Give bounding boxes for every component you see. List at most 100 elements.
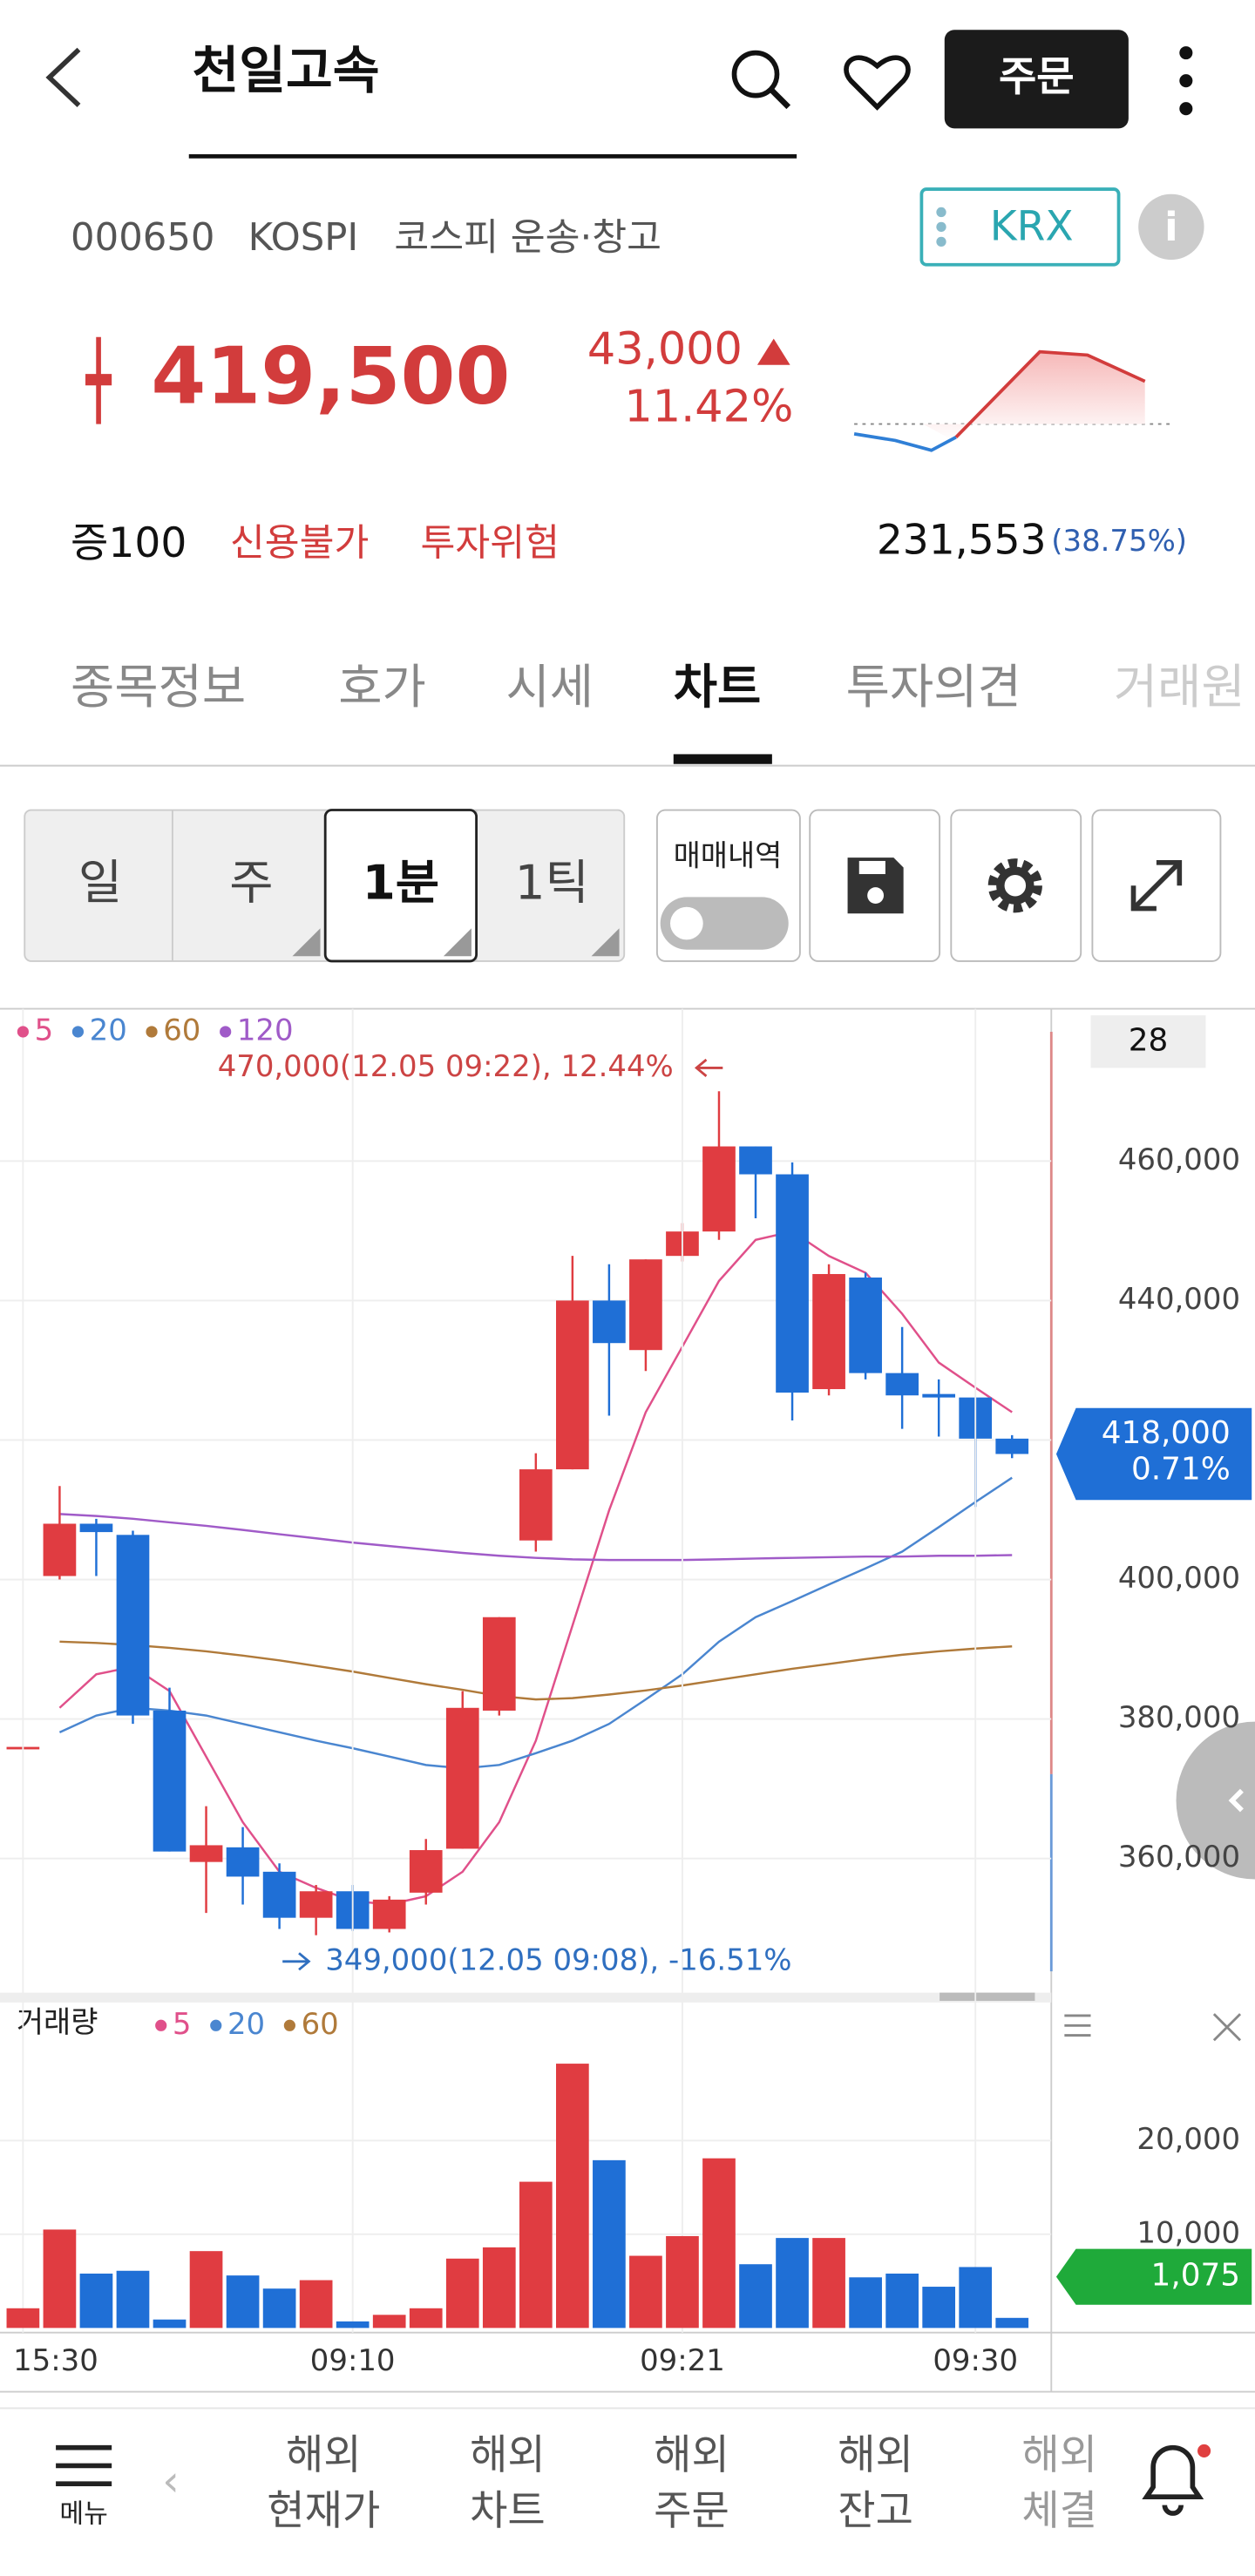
- price-plot: [0, 1091, 1052, 1935]
- bell-icon[interactable]: [1142, 2444, 1204, 2516]
- nav-item-label[interactable]: 차트: [470, 2487, 546, 2535]
- x-tick-label: 09:30: [933, 2343, 1018, 2377]
- order-button[interactable]: [944, 30, 1129, 129]
- exchange-button[interactable]: [919, 187, 1121, 267]
- market: KOSPI: [248, 216, 359, 260]
- panel-divider: [0, 1992, 1052, 2003]
- nav-item-label[interactable]: 주문: [654, 2487, 729, 2535]
- volume-bar: [959, 2267, 993, 2329]
- change: 43,000: [587, 324, 743, 376]
- x-tick-label: 09:10: [310, 2343, 396, 2377]
- legend-dot: [146, 1026, 158, 1038]
- legend-label: 5: [173, 2007, 192, 2041]
- candle-body: [739, 1146, 772, 1175]
- legend-dot: [220, 1026, 232, 1038]
- nav-item-label[interactable]: 잔고: [838, 2487, 913, 2535]
- search-button[interactable]: [731, 50, 791, 110]
- up-arrow: [756, 338, 790, 365]
- legend-dot: [155, 2019, 167, 2031]
- x-tick-label: 09:21: [640, 2343, 725, 2377]
- period-button[interactable]: 주: [229, 854, 273, 910]
- low-arrow: [282, 1952, 311, 1971]
- volume-close[interactable]: [1212, 2013, 1242, 2042]
- candle-body: [885, 1373, 919, 1396]
- legend-dot: [71, 1026, 85, 1038]
- volume-bar: [189, 2251, 223, 2329]
- tab-active[interactable]: 차트: [674, 659, 762, 715]
- volume-bar: [702, 2158, 736, 2329]
- period-selected: [323, 809, 478, 963]
- volume-bar: [739, 2264, 772, 2329]
- side-handle[interactable]: [1176, 1721, 1255, 1880]
- menu-icon[interactable]: [56, 2444, 112, 2486]
- period-button[interactable]: 1분: [363, 854, 439, 910]
- nav-item-label[interactable]: 현재가: [267, 2487, 380, 2535]
- volume-bar: [6, 2308, 40, 2329]
- candle-body: [593, 1300, 626, 1344]
- volume-rate: (38.75%): [1051, 524, 1187, 558]
- legend-label: 20: [227, 2007, 265, 2041]
- change-rate: 11.42%: [624, 382, 793, 433]
- side-handle-arrow: [1228, 1788, 1244, 1813]
- volume-menu[interactable]: [1064, 2014, 1091, 2037]
- volume-bar: [629, 2255, 662, 2329]
- period-button[interactable]: 1틱: [515, 854, 589, 910]
- candle-body: [372, 1899, 406, 1929]
- nav-item-label[interactable]: 체결: [1021, 2487, 1097, 2535]
- legend-label: 5: [35, 1013, 54, 1047]
- period-button[interactable]: 일: [78, 854, 122, 910]
- volume-bar: [409, 2308, 443, 2329]
- more-button[interactable]: [1179, 46, 1193, 116]
- stock-code: 000650: [71, 216, 214, 260]
- volume: 231,553: [877, 516, 1047, 564]
- nav-item-label[interactable]: 해외: [286, 2431, 362, 2479]
- candle-body: [262, 1871, 296, 1918]
- legend-label: 60: [163, 1013, 200, 1047]
- tab[interactable]: 시세: [506, 659, 594, 715]
- trade-history-label: 매매내역: [674, 839, 783, 873]
- nav-item-label[interactable]: 해외: [654, 2431, 729, 2479]
- volume-bar: [666, 2235, 699, 2329]
- tab[interactable]: 호가: [338, 659, 426, 715]
- volume-bar: [116, 2270, 150, 2329]
- tag: 투자위험: [421, 522, 560, 566]
- nav-item-label[interactable]: 해외: [470, 2431, 546, 2479]
- info-button[interactable]: [1138, 193, 1204, 261]
- candle-body: [43, 1523, 77, 1576]
- volume-bar: [336, 2321, 370, 2329]
- tab[interactable]: 종목정보: [71, 659, 246, 715]
- volume-bar: [995, 2317, 1029, 2329]
- y-tick-label: 460,000: [1118, 1142, 1240, 1176]
- candle-body: [812, 1273, 845, 1390]
- bell-dot: [1197, 2444, 1211, 2457]
- settings-icon: [987, 858, 1042, 913]
- sparkline: [853, 349, 1170, 452]
- settings-icon-ring: [996, 866, 1035, 905]
- settings-button[interactable]: [950, 809, 1082, 962]
- candle-body: [995, 1438, 1029, 1454]
- back-button[interactable]: [45, 47, 81, 107]
- nav-item-label[interactable]: 해외: [838, 2431, 913, 2479]
- nav-scroll-left[interactable]: ‹: [162, 2457, 180, 2506]
- volume-bar: [482, 2247, 516, 2329]
- favorite-button[interactable]: [844, 55, 911, 111]
- low-annotation: 349,000(12.05 09:08), -16.51%: [325, 1942, 791, 1976]
- volume-bar: [79, 2273, 113, 2329]
- candle-body: [776, 1174, 809, 1393]
- tab[interactable]: 투자의견: [846, 659, 1021, 715]
- tab[interactable]: 거래원: [1114, 659, 1245, 715]
- price: 419,500: [151, 330, 510, 422]
- volume-bar: [519, 2181, 553, 2329]
- visible-count: 28: [1129, 1022, 1169, 1058]
- expand-icon: [1130, 860, 1183, 912]
- volume-bar: [849, 2277, 882, 2329]
- last-change: 0.71%: [1131, 1451, 1231, 1487]
- exchange-dots: [936, 207, 946, 247]
- volume-title: 거래량: [17, 2005, 98, 2039]
- volume-bar: [262, 2288, 296, 2329]
- legend-dot: [17, 1026, 29, 1038]
- nav-item-label[interactable]: 해외: [1021, 2431, 1097, 2479]
- save-icon-slot: [858, 860, 885, 875]
